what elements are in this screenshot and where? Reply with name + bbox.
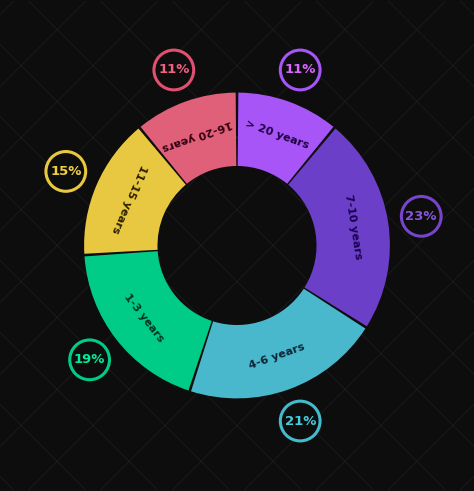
Text: 15%: 15% <box>50 165 82 178</box>
Wedge shape <box>84 129 186 254</box>
Wedge shape <box>288 129 390 327</box>
Text: 19%: 19% <box>74 354 105 366</box>
Circle shape <box>154 50 194 90</box>
Text: 1-3 years: 1-3 years <box>122 292 166 344</box>
Circle shape <box>280 50 320 90</box>
Text: > 20 years: > 20 years <box>244 119 310 151</box>
Text: 21%: 21% <box>284 414 316 428</box>
Text: 11-15 years: 11-15 years <box>109 163 148 235</box>
Circle shape <box>46 152 86 191</box>
Text: 11%: 11% <box>158 63 190 77</box>
Text: 23%: 23% <box>405 210 437 223</box>
Text: 11%: 11% <box>284 63 316 77</box>
Wedge shape <box>237 93 333 184</box>
Text: 4-6 years: 4-6 years <box>247 342 306 371</box>
Wedge shape <box>191 289 365 398</box>
Text: 16-20 years: 16-20 years <box>161 117 234 152</box>
Wedge shape <box>141 93 237 184</box>
Circle shape <box>280 401 320 441</box>
Circle shape <box>401 196 441 236</box>
Circle shape <box>70 340 109 380</box>
Wedge shape <box>84 251 212 390</box>
Text: 7-10 years: 7-10 years <box>343 194 364 260</box>
